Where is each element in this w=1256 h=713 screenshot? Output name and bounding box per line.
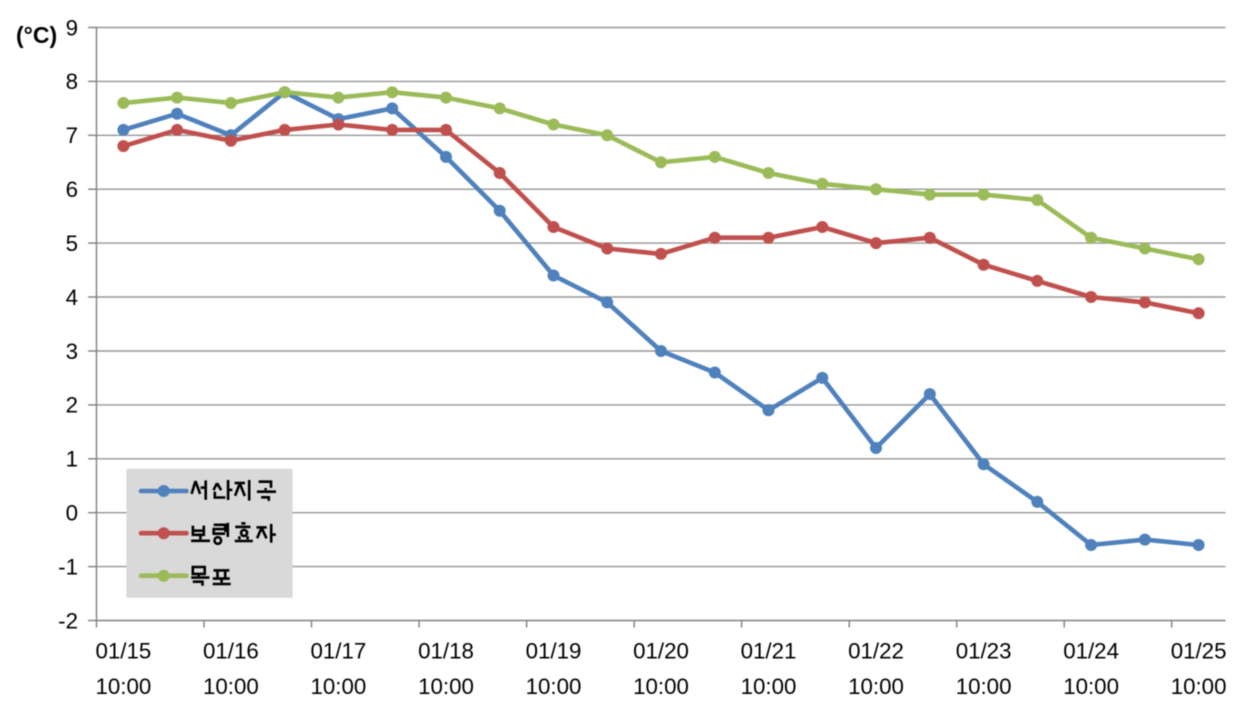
svg-text:01/16: 01/16: [203, 638, 259, 663]
svg-text:10:00: 10:00: [96, 674, 152, 699]
svg-text:7: 7: [66, 123, 78, 148]
svg-text:10:00: 10:00: [741, 674, 797, 699]
svg-text:10:00: 10:00: [1063, 674, 1119, 699]
svg-text:2: 2: [66, 393, 78, 418]
svg-text:6: 6: [66, 177, 78, 202]
svg-text:01/15: 01/15: [96, 638, 152, 663]
svg-text:-2: -2: [58, 608, 78, 633]
svg-text:10:00: 10:00: [956, 674, 1012, 699]
svg-text:10:00: 10:00: [418, 674, 474, 699]
svg-text:-1: -1: [58, 554, 78, 579]
svg-text:01/21: 01/21: [741, 638, 797, 663]
svg-text:1: 1: [66, 447, 78, 472]
svg-text:9: 9: [66, 15, 78, 40]
svg-text:01/23: 01/23: [956, 638, 1012, 663]
svg-text:10:00: 10:00: [633, 674, 689, 699]
svg-text:10:00: 10:00: [311, 674, 367, 699]
svg-text:01/18: 01/18: [418, 638, 474, 663]
svg-text:01/19: 01/19: [526, 638, 582, 663]
svg-text:10:00: 10:00: [848, 674, 904, 699]
svg-text:10:00: 10:00: [203, 674, 259, 699]
svg-text:3: 3: [66, 339, 78, 364]
svg-text:01/17: 01/17: [311, 638, 367, 663]
svg-text:5: 5: [66, 231, 78, 256]
svg-text:10:00: 10:00: [1171, 674, 1227, 699]
svg-text:10:00: 10:00: [526, 674, 582, 699]
svg-text:4: 4: [66, 285, 78, 310]
svg-text:01/22: 01/22: [848, 638, 904, 663]
svg-text:01/25: 01/25: [1171, 638, 1227, 663]
svg-text:01/20: 01/20: [633, 638, 689, 663]
svg-text:8: 8: [66, 69, 78, 94]
svg-text:0: 0: [66, 501, 78, 526]
svg-text:01/24: 01/24: [1063, 638, 1119, 663]
svg-text:(°C): (°C): [16, 22, 57, 48]
